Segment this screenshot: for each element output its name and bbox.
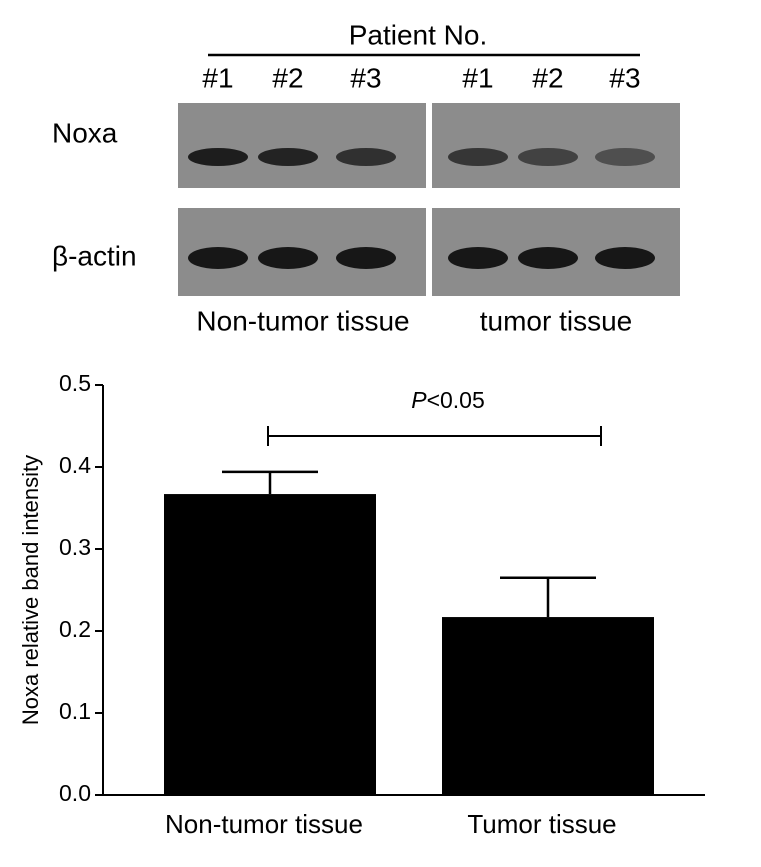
- blot-band: [518, 247, 578, 269]
- blot-band: [258, 247, 318, 269]
- y-tick-label: 0.1: [59, 698, 91, 724]
- lane-label: #2: [272, 62, 303, 93]
- lane-label: #1: [462, 62, 493, 93]
- y-tick-label: 0.0: [59, 780, 91, 806]
- blot-band: [595, 247, 655, 269]
- blot-band: [188, 148, 248, 166]
- blot-band: [448, 148, 508, 166]
- bar: [442, 617, 654, 795]
- blot-band: [595, 148, 655, 166]
- y-tick-label: 0.4: [59, 452, 91, 478]
- blot-panel: [432, 103, 680, 188]
- blot-band: [336, 247, 396, 269]
- lane-label: #3: [350, 62, 381, 93]
- lane-label: #1: [202, 62, 233, 93]
- significance-label: P<0.05: [411, 387, 485, 413]
- blot-panel: [178, 103, 426, 188]
- significance-bracket: [267, 426, 602, 446]
- x-tick-label: Tumor tissue: [467, 809, 616, 839]
- y-tick-label: 0.5: [59, 370, 91, 396]
- y-axis-label: Noxa relative band intensity: [18, 455, 43, 725]
- lane-label: #3: [609, 62, 640, 93]
- p-text: <0.05: [427, 387, 485, 413]
- blot-band: [258, 148, 318, 166]
- blot-header: Patient No.: [349, 19, 488, 50]
- error-bar: [500, 576, 596, 618]
- row-label: β-actin: [52, 240, 137, 271]
- y-tick-label: 0.2: [59, 616, 91, 642]
- blot-band: [518, 148, 578, 166]
- bar: [164, 494, 376, 795]
- blot-band: [188, 247, 248, 269]
- x-tick-label: Non-tumor tissue: [165, 809, 363, 839]
- group-label: Non-tumor tissue: [196, 305, 409, 336]
- p-symbol: P: [411, 387, 427, 413]
- error-bar: [222, 470, 318, 495]
- y-tick-label: 0.3: [59, 534, 91, 560]
- blot-band: [448, 247, 508, 269]
- blot-band: [336, 148, 396, 166]
- lane-label: #2: [532, 62, 563, 93]
- group-label: tumor tissue: [480, 305, 633, 336]
- row-label: Noxa: [52, 117, 118, 148]
